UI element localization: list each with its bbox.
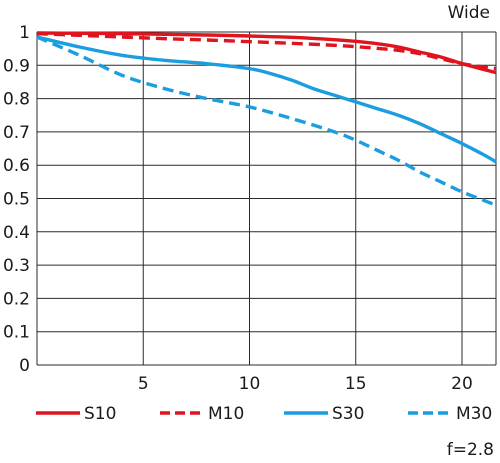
y-axis-tick-labels: 0 0.1 0.2 0.3 0.4 0.5 0.6 0.7 0.8 0.9 1 — [3, 23, 30, 376]
y-tick-label: 0.1 — [3, 323, 30, 343]
series-line-s30 — [36, 35, 497, 164]
y-tick-label: 0.4 — [3, 223, 30, 243]
aperture-footnote: f=2.8 — [447, 440, 494, 460]
legend-label-m10: M10 — [208, 404, 244, 424]
chart-subtitle: Wide — [448, 3, 490, 23]
x-tick-label: 20 — [451, 374, 473, 394]
y-tick-label: 0.5 — [3, 190, 30, 210]
y-tick-label: 1 — [19, 23, 30, 43]
y-tick-label: 0.3 — [3, 256, 30, 276]
y-tick-label: 0.6 — [3, 156, 30, 176]
y-tick-label: 0.2 — [3, 289, 30, 309]
series-line-m10 — [36, 31, 497, 71]
x-tick-label: 10 — [239, 374, 261, 394]
x-tick-label: 5 — [138, 374, 149, 394]
x-tick-label: 15 — [345, 374, 367, 394]
y-tick-label: 0.7 — [3, 123, 30, 143]
grid — [36, 31, 497, 366]
legend-label-s10: S10 — [84, 404, 116, 424]
legend-label-m30: M30 — [456, 404, 492, 424]
legend-label-s30: S30 — [332, 404, 364, 424]
series-line-m30 — [36, 35, 497, 207]
x-axis-tick-labels: 5 10 15 20 — [138, 374, 473, 394]
y-tick-label: 0 — [19, 356, 30, 376]
series-lines — [36, 31, 497, 207]
y-tick-label: 0.8 — [3, 90, 30, 110]
y-tick-label: 0.9 — [3, 56, 30, 76]
legend: S10 M10 S30 M30 — [36, 404, 492, 424]
